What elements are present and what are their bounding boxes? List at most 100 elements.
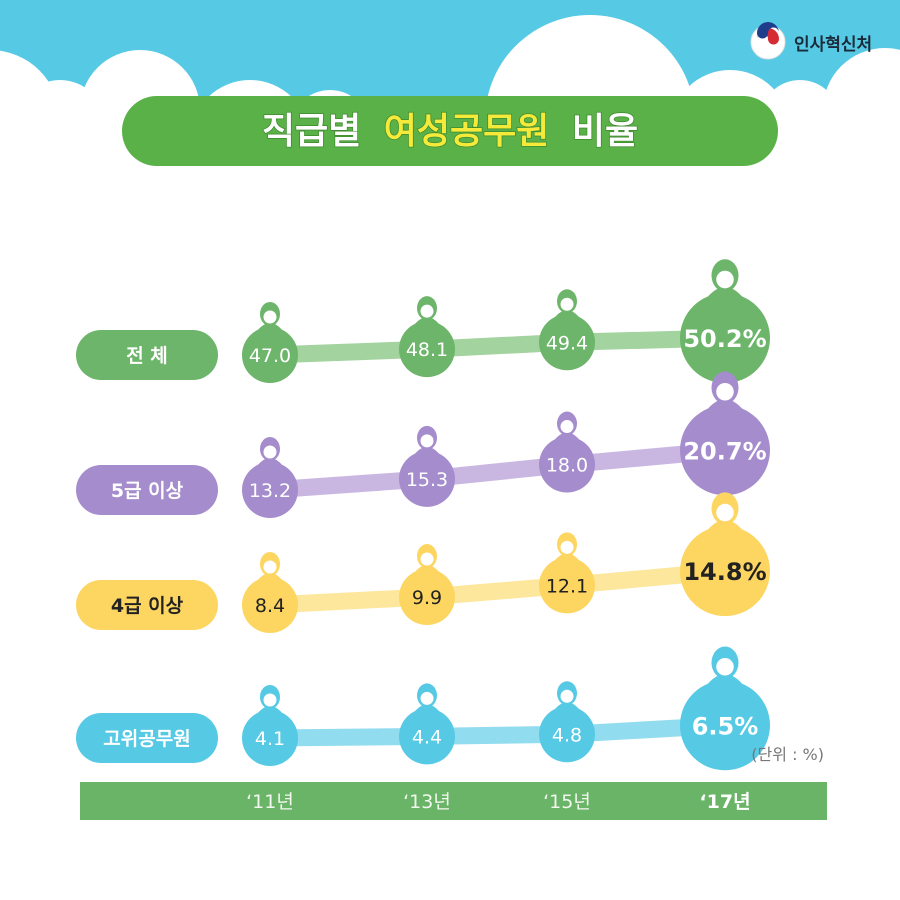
data-point-5급이상-3: 18.0 (539, 411, 595, 493)
title-highlight: 여성공무원 (384, 111, 550, 152)
woman-bangs (715, 376, 735, 390)
woman-icon (554, 411, 580, 441)
data-point-고위공무원-3: 4.8 (539, 681, 595, 763)
woman-face (716, 658, 734, 676)
woman-face (263, 693, 277, 707)
data-label: 4.8 (552, 724, 582, 746)
data-label: 9.9 (412, 587, 442, 609)
woman-bangs (263, 688, 277, 698)
data-label: 13.2 (249, 480, 291, 502)
woman-bangs (715, 263, 735, 277)
data-point-circle (242, 462, 298, 518)
woman-bangs (420, 686, 434, 697)
title-part1: 직급별 (262, 111, 361, 152)
woman-icon (257, 302, 283, 331)
data-label: 49.4 (546, 332, 588, 354)
woman-icon (707, 492, 743, 531)
woman-icon (554, 681, 580, 711)
woman-bangs (715, 496, 735, 510)
woman-icon (414, 544, 440, 574)
woman-face (560, 420, 574, 434)
woman-bangs (715, 651, 735, 665)
woman-face (263, 560, 277, 574)
woman-face (560, 540, 574, 554)
data-point-4급이상-3: 12.1 (539, 532, 595, 614)
data-point-circle (539, 314, 595, 371)
data-label: 18.0 (546, 455, 588, 477)
series-line-고위공무원 (261, 716, 734, 747)
data-point-circle (680, 405, 770, 496)
woman-face (716, 382, 734, 401)
series-label-pill (76, 330, 218, 380)
data-point-circle (680, 680, 770, 771)
woman-bangs (263, 440, 277, 450)
woman-bangs (560, 414, 574, 425)
series-label-pill (76, 713, 218, 763)
data-point-4급이상-1: 8.4 (242, 552, 298, 633)
x-tick-label: ‘13년 (403, 791, 451, 813)
data-point-전체-3: 49.4 (539, 289, 595, 371)
woman-face (560, 689, 574, 703)
woman-icon (414, 683, 440, 713)
data-point-circle (399, 708, 455, 765)
org-logo: 인사혁신처 (750, 22, 872, 60)
woman-face (560, 297, 574, 311)
data-point-고위공무원-2: 4.4 (399, 683, 455, 765)
woman-icon (257, 552, 283, 581)
woman-bangs (420, 299, 434, 310)
series-label-5급이상: 5급 이상 (111, 480, 184, 502)
woman-face (263, 445, 277, 459)
woman-bangs (560, 684, 574, 695)
data-label: 50.2% (683, 325, 766, 353)
data-label: 20.7% (683, 437, 766, 465)
data-label: 6.5% (692, 712, 759, 740)
data-point-4급이상-2: 9.9 (399, 544, 455, 626)
title-pill (122, 96, 778, 166)
woman-face (420, 552, 434, 566)
unit-note: (단위 : %) (751, 745, 824, 764)
data-label: 8.4 (255, 595, 285, 617)
page-title: 직급별 여성공무원 비율 (262, 111, 638, 152)
woman-icon (707, 646, 743, 685)
data-point-전체-4: 50.2% (680, 259, 770, 384)
series-line-4급이상 (261, 562, 734, 614)
series-line-전체 (261, 329, 734, 364)
data-point-circle (680, 293, 770, 384)
data-point-circle (399, 450, 455, 507)
x-tick-label: ‘11년 (246, 791, 294, 813)
woman-icon (257, 685, 283, 714)
org-name: 인사혁신처 (794, 34, 872, 55)
series-line-5급이상 (261, 441, 734, 499)
woman-face (716, 270, 734, 289)
title-part2: 비율 (572, 111, 638, 152)
woman-icon (554, 532, 580, 562)
woman-face (420, 434, 434, 448)
woman-face (420, 691, 434, 705)
woman-bangs (263, 305, 277, 315)
x-tick-label: ‘17년 (699, 791, 750, 813)
data-point-circle (539, 436, 595, 493)
woman-bangs (560, 535, 574, 546)
woman-bangs (420, 429, 434, 439)
data-point-circle (399, 321, 455, 378)
woman-icon (414, 425, 440, 455)
woman-bangs (420, 547, 434, 558)
data-point-4급이상-4: 14.8% (680, 492, 770, 617)
data-label: 14.8% (683, 558, 766, 586)
woman-icon (257, 437, 283, 466)
woman-bangs (263, 555, 277, 565)
woman-face (263, 310, 277, 324)
woman-face (716, 503, 734, 522)
data-label: 15.3 (406, 469, 448, 491)
series-label-고위공무원: 고위공무원 (103, 728, 190, 750)
series-label-4급이상: 4급 이상 (111, 595, 184, 617)
x-tick-label: ‘15년 (543, 791, 591, 813)
data-point-5급이상-4: 20.7% (680, 371, 770, 496)
series-label-전체: 전 체 (126, 345, 168, 367)
data-point-5급이상-2: 15.3 (399, 425, 455, 507)
woman-bangs (560, 292, 574, 303)
data-point-circle (539, 557, 595, 614)
data-point-circle (399, 569, 455, 626)
